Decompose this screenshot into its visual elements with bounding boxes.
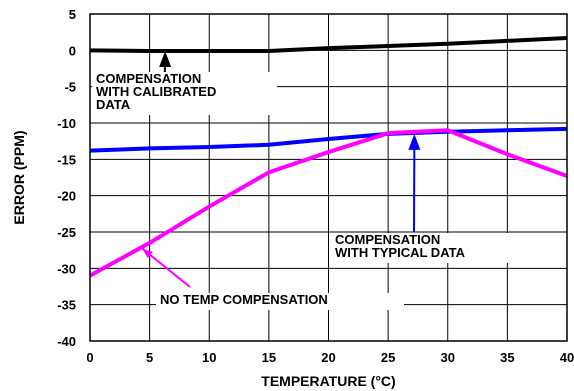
series-line-calibrated — [89, 35, 568, 54]
x-axis-title: TEMPERATURE (°C) — [261, 373, 395, 389]
x-tick-label: 5 — [146, 350, 153, 365]
annotation-arrowhead — [159, 51, 172, 68]
y-tick-label: 0 — [69, 43, 76, 58]
y-tick-label: -15 — [57, 152, 76, 167]
y-tick-label: -10 — [57, 116, 76, 131]
series-lines — [89, 35, 568, 278]
y-tick-label: -20 — [57, 189, 76, 204]
annotation-text-line: NO TEMP COMPENSATION — [160, 292, 328, 307]
x-tick-label: 10 — [202, 350, 216, 365]
annotation-arrow-shaft — [141, 247, 191, 288]
annotation-text-line: WITH CALIBRATED — [96, 84, 216, 99]
y-tick-label: -35 — [57, 298, 76, 313]
annotation-background — [331, 233, 521, 263]
x-tick-label: 35 — [500, 350, 514, 365]
annotation-arrowhead — [142, 248, 153, 259]
y-axis-title: ERROR (PPM) — [11, 130, 27, 224]
annotation-background — [92, 72, 277, 115]
annotation-text-line: COMPENSATION — [335, 232, 440, 247]
x-tick-label: 40 — [560, 350, 574, 365]
y-tick-label: -40 — [57, 334, 76, 349]
x-tick-label: 30 — [441, 350, 455, 365]
annotation-arrowhead — [408, 133, 421, 150]
annotation-text-line: WITH TYPICAL DATA — [335, 245, 466, 260]
tick-labels: 0 5 10 15 20 25 30 35 40 5 0 -5 -10 -15 -20 -25 -30 -35 -4… — [57, 7, 574, 365]
annotation-text-line: COMPENSATION — [96, 71, 201, 86]
x-tick-label: 15 — [262, 350, 276, 365]
y-tick-label: -30 — [57, 261, 76, 276]
y-tick-label: 5 — [69, 7, 76, 22]
x-tick-label: 20 — [321, 350, 335, 365]
series-line-no_comp — [89, 128, 568, 278]
annotation-background — [156, 293, 404, 310]
y-tick-label: -5 — [64, 80, 76, 95]
annotation-text-line: DATA — [96, 97, 131, 112]
series-line-typical — [89, 126, 568, 153]
annotation-no_comp_label: NO TEMP COMPENSATION — [141, 247, 404, 310]
y-tick-label: -25 — [57, 225, 76, 240]
x-tick-label: 0 — [86, 350, 93, 365]
x-tick-label: 25 — [381, 350, 395, 365]
plot-frame — [89, 13, 568, 342]
